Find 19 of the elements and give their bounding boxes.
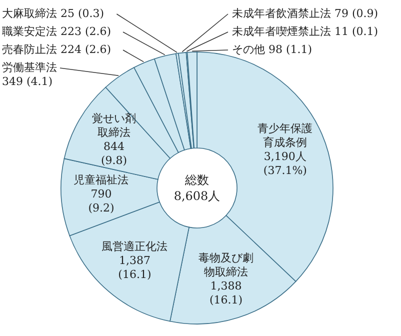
slice-label: 未成年者喫煙禁止法 11 (0.1) (232, 25, 378, 38)
slice-label: 労働基準法 (2, 61, 57, 74)
data-label: 1,388 (16.1) (209, 280, 243, 307)
text: 総数 8,608人 (174, 173, 220, 203)
slice-label: 大麻取締法 25 (0.3) (2, 7, 104, 20)
slice-label: 青少年保護育成条例 (258, 122, 313, 150)
data-label: 790 (9.2) (88, 188, 114, 215)
data-label: 1,387 (16.1) (118, 254, 152, 282)
slice-label: 風営適正化法 (102, 240, 168, 254)
slice-label: 売春防止法 224 (2.6) (2, 43, 112, 56)
slice-label: 毒物及び劇物取締法 (198, 252, 254, 279)
slice-label: 覚せい剤取締法 (92, 112, 136, 139)
slice-label: 職業安定法 223 (2.6) (2, 25, 112, 38)
slice-label: 児童福祉法 (74, 174, 129, 187)
data-label: 349 (4.1) (2, 75, 53, 88)
slice-label: 未成年者飲酒禁止法 79 (0.9) (232, 7, 378, 20)
data-label: 3,190人 (37.1%) (263, 150, 307, 178)
data-label: 844 (9.8) (100, 140, 128, 167)
slice-label: その他 98 (1.1) (232, 43, 312, 56)
